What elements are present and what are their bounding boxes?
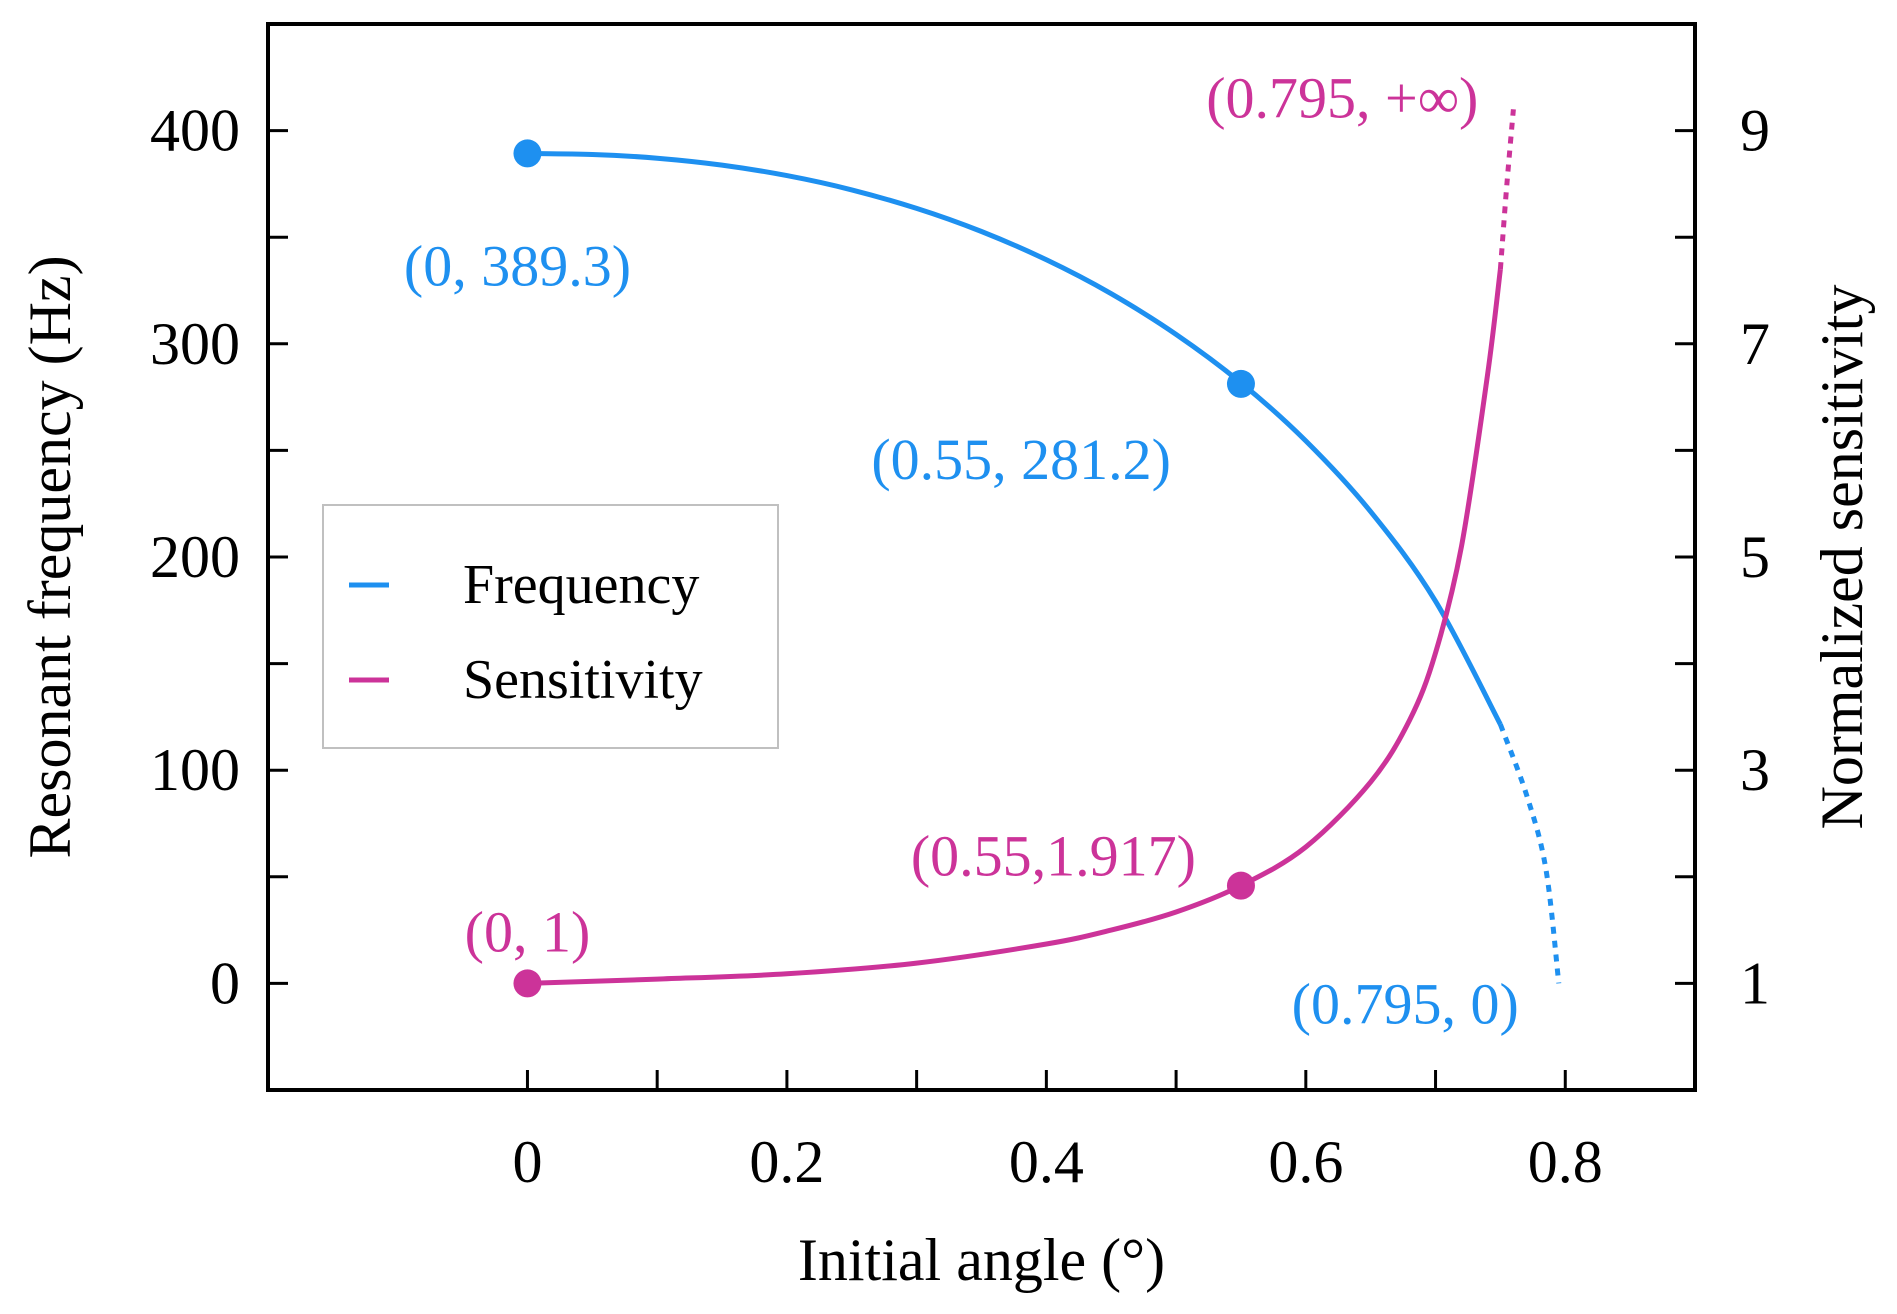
frequency-annotation: (0.55, 281.2) <box>871 427 1171 492</box>
y2-axis-title: Normalized sensitivity <box>1809 285 1875 830</box>
legend: Frequency Sensitivity <box>322 504 779 749</box>
sensitivity-line-dotted <box>1497 109 1516 270</box>
legend-box <box>322 504 779 749</box>
y-tick-label: 100 <box>150 737 240 803</box>
y2-tick-label: 7 <box>1740 311 1770 377</box>
x-tick-label: 0.4 <box>1009 1129 1084 1195</box>
sensitivity-marker <box>1226 871 1255 900</box>
sensitivity-annotation: (0, 1) <box>465 899 591 964</box>
sensitivity-annotation: (0.795, +∞) <box>1206 65 1478 130</box>
frequency-marker <box>513 139 542 168</box>
frequency-annotation: (0, 389.3) <box>404 233 631 298</box>
y2-tick-label: 1 <box>1740 950 1770 1016</box>
frequency-line <box>527 150 1503 726</box>
y-tick-label: 200 <box>150 524 240 590</box>
frequency-marker <box>1226 369 1255 398</box>
y2-tick-label: 9 <box>1740 98 1770 164</box>
x-tick-label: 0.6 <box>1268 1129 1343 1195</box>
markers-layer <box>513 139 1255 998</box>
y2-tick-label: 3 <box>1740 737 1770 803</box>
x-axis-title: Initial angle (°) <box>798 1227 1165 1293</box>
y2-tick-label: 5 <box>1740 524 1770 590</box>
frequency-line-dotted <box>1498 723 1562 984</box>
labels-layer: (0, 389.3) (0.55, 281.2) (0.795, 0) (0, 1) (… <box>404 65 1519 1036</box>
y-axis-title: Resonant frequency (Hz) <box>17 255 83 858</box>
sensitivity-marker <box>513 969 542 998</box>
x-tick-label: 0.2 <box>749 1129 824 1195</box>
sensitivity-annotation: (0.55,1.917) <box>911 824 1196 889</box>
y-tick-label: 0 <box>210 950 240 1016</box>
frequency-annotation: (0.795, 0) <box>1292 971 1519 1036</box>
legend-label-frequency: Frequency <box>463 554 699 616</box>
x-tick-label: 0.8 <box>1528 1129 1603 1195</box>
y-tick-label: 400 <box>150 98 240 164</box>
x-tick-label: 0 <box>512 1129 542 1195</box>
y-tick-label: 300 <box>150 311 240 377</box>
legend-label-sensitivity: Sensitivity <box>463 649 703 711</box>
ticks-layer: 0 0.2 0.4 0.6 0.8 0 100 200 300 400 1 3 5 7 9 <box>150 98 1770 1195</box>
